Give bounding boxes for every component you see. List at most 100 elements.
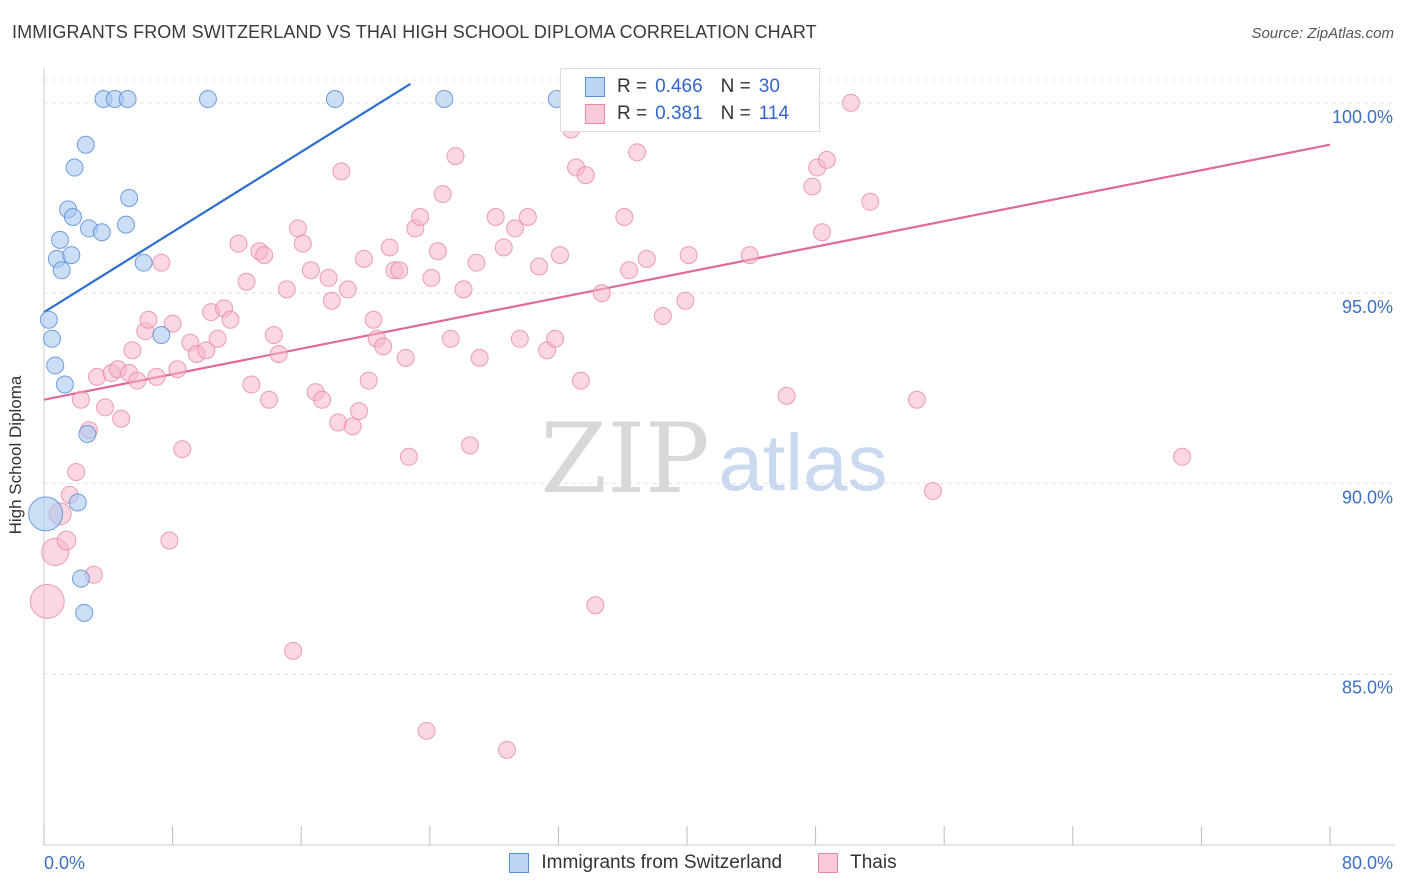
legend-swatch-pink xyxy=(818,853,839,873)
point-thais xyxy=(777,386,796,405)
point-switzerland xyxy=(28,496,64,532)
point-thais xyxy=(417,721,436,740)
point-thais xyxy=(907,390,926,409)
point-thais xyxy=(497,740,516,759)
point-thais xyxy=(653,306,672,325)
point-thais xyxy=(221,310,240,329)
point-thais xyxy=(390,261,409,280)
point-switzerland xyxy=(62,246,81,265)
point-switzerland xyxy=(63,208,82,227)
point-switzerland xyxy=(92,223,111,242)
watermark-atlas: atlas xyxy=(719,418,888,507)
point-thais xyxy=(277,280,296,299)
chart-title: IMMIGRANTS FROM SWITZERLAND VS THAI HIGH… xyxy=(12,22,817,42)
point-thais xyxy=(288,219,307,238)
point-thais xyxy=(338,280,357,299)
x-tick-label: 0.0% xyxy=(44,853,85,873)
point-switzerland xyxy=(51,230,70,249)
point-thais xyxy=(237,272,256,291)
point-thais xyxy=(518,208,537,227)
y-axis-label: High School Diploma xyxy=(6,375,25,535)
point-thais xyxy=(96,398,115,417)
point-thais xyxy=(313,390,332,409)
point-thais xyxy=(374,337,393,356)
point-thais xyxy=(510,329,529,348)
point-thais xyxy=(322,291,341,310)
point-thais xyxy=(411,208,430,227)
legend-item-thais[interactable]: Thais xyxy=(818,852,897,874)
point-switzerland xyxy=(116,215,135,234)
point-thais xyxy=(123,341,142,360)
point-thais xyxy=(160,531,179,550)
point-thais xyxy=(197,341,216,360)
point-thais xyxy=(380,238,399,257)
point-thais xyxy=(441,329,460,348)
tick-labels: 85.0% 90.0% 95.0% 100.0% 0.0% 80.0% xyxy=(44,107,1393,873)
point-thais xyxy=(152,253,171,272)
point-thais xyxy=(551,246,570,265)
point-thais xyxy=(242,375,261,394)
point-thais xyxy=(841,93,860,112)
point-thais xyxy=(67,463,86,482)
point-thais xyxy=(615,208,634,227)
trend-lines xyxy=(43,82,1331,401)
point-thais xyxy=(530,257,549,276)
point-switzerland xyxy=(65,158,84,177)
legend-item-switzerland[interactable]: Immigrants from Switzerland xyxy=(509,852,782,874)
series-switzerland-points xyxy=(28,90,566,622)
point-thais xyxy=(284,641,303,660)
point-thais xyxy=(546,329,565,348)
point-thais xyxy=(576,166,595,185)
y-tick-label: 90.0% xyxy=(1342,487,1393,507)
point-switzerland xyxy=(46,356,65,375)
point-thais xyxy=(350,402,369,421)
point-thais xyxy=(620,261,639,280)
legend-r-value: 0.466 xyxy=(655,76,703,97)
point-thais xyxy=(813,223,832,242)
point-thais xyxy=(399,447,418,466)
source-label: Source: ZipAtlas.com xyxy=(1251,25,1394,42)
legend-r-label: R = xyxy=(617,76,648,97)
point-thais xyxy=(571,371,590,390)
point-thais xyxy=(293,234,312,253)
point-thais xyxy=(147,367,166,386)
axes xyxy=(43,68,1395,846)
point-thais xyxy=(470,348,489,367)
point-switzerland xyxy=(78,424,97,443)
legend-row-thais: R = 0.381 N = 114 xyxy=(585,102,789,126)
point-switzerland xyxy=(43,329,62,348)
point-thais xyxy=(319,268,338,287)
point-thais xyxy=(1173,447,1192,466)
point-thais xyxy=(301,261,320,280)
point-switzerland xyxy=(325,90,344,109)
point-thais xyxy=(422,268,441,287)
point-thais xyxy=(467,253,486,272)
point-thais xyxy=(208,329,227,348)
point-thais xyxy=(139,310,158,329)
point-thais xyxy=(168,360,187,379)
point-switzerland xyxy=(198,90,217,109)
trend-line-switzerland xyxy=(43,82,412,314)
point-switzerland xyxy=(39,310,58,329)
point-thais xyxy=(433,185,452,204)
legend-n-label: N = xyxy=(720,76,751,97)
point-switzerland xyxy=(118,90,137,109)
point-switzerland xyxy=(134,253,153,272)
legend-n-value: 114 xyxy=(758,103,790,124)
stats-legend: R = 0.466 N = 30 R = 0.381 N = 114 xyxy=(560,68,820,132)
point-thais xyxy=(354,249,373,268)
x-tick-label: 80.0% xyxy=(1342,853,1393,873)
point-thais xyxy=(128,371,147,390)
point-switzerland xyxy=(76,135,95,154)
legend-swatch-blue xyxy=(509,853,530,873)
point-thais xyxy=(269,345,288,364)
point-thais xyxy=(486,208,505,227)
point-thais xyxy=(740,246,759,265)
point-thais xyxy=(803,177,822,196)
legend-n-label: N = xyxy=(720,103,751,124)
point-thais xyxy=(637,249,656,268)
point-thais xyxy=(861,192,880,211)
point-thais xyxy=(679,246,698,265)
legend-r-value: 0.381 xyxy=(655,103,703,124)
